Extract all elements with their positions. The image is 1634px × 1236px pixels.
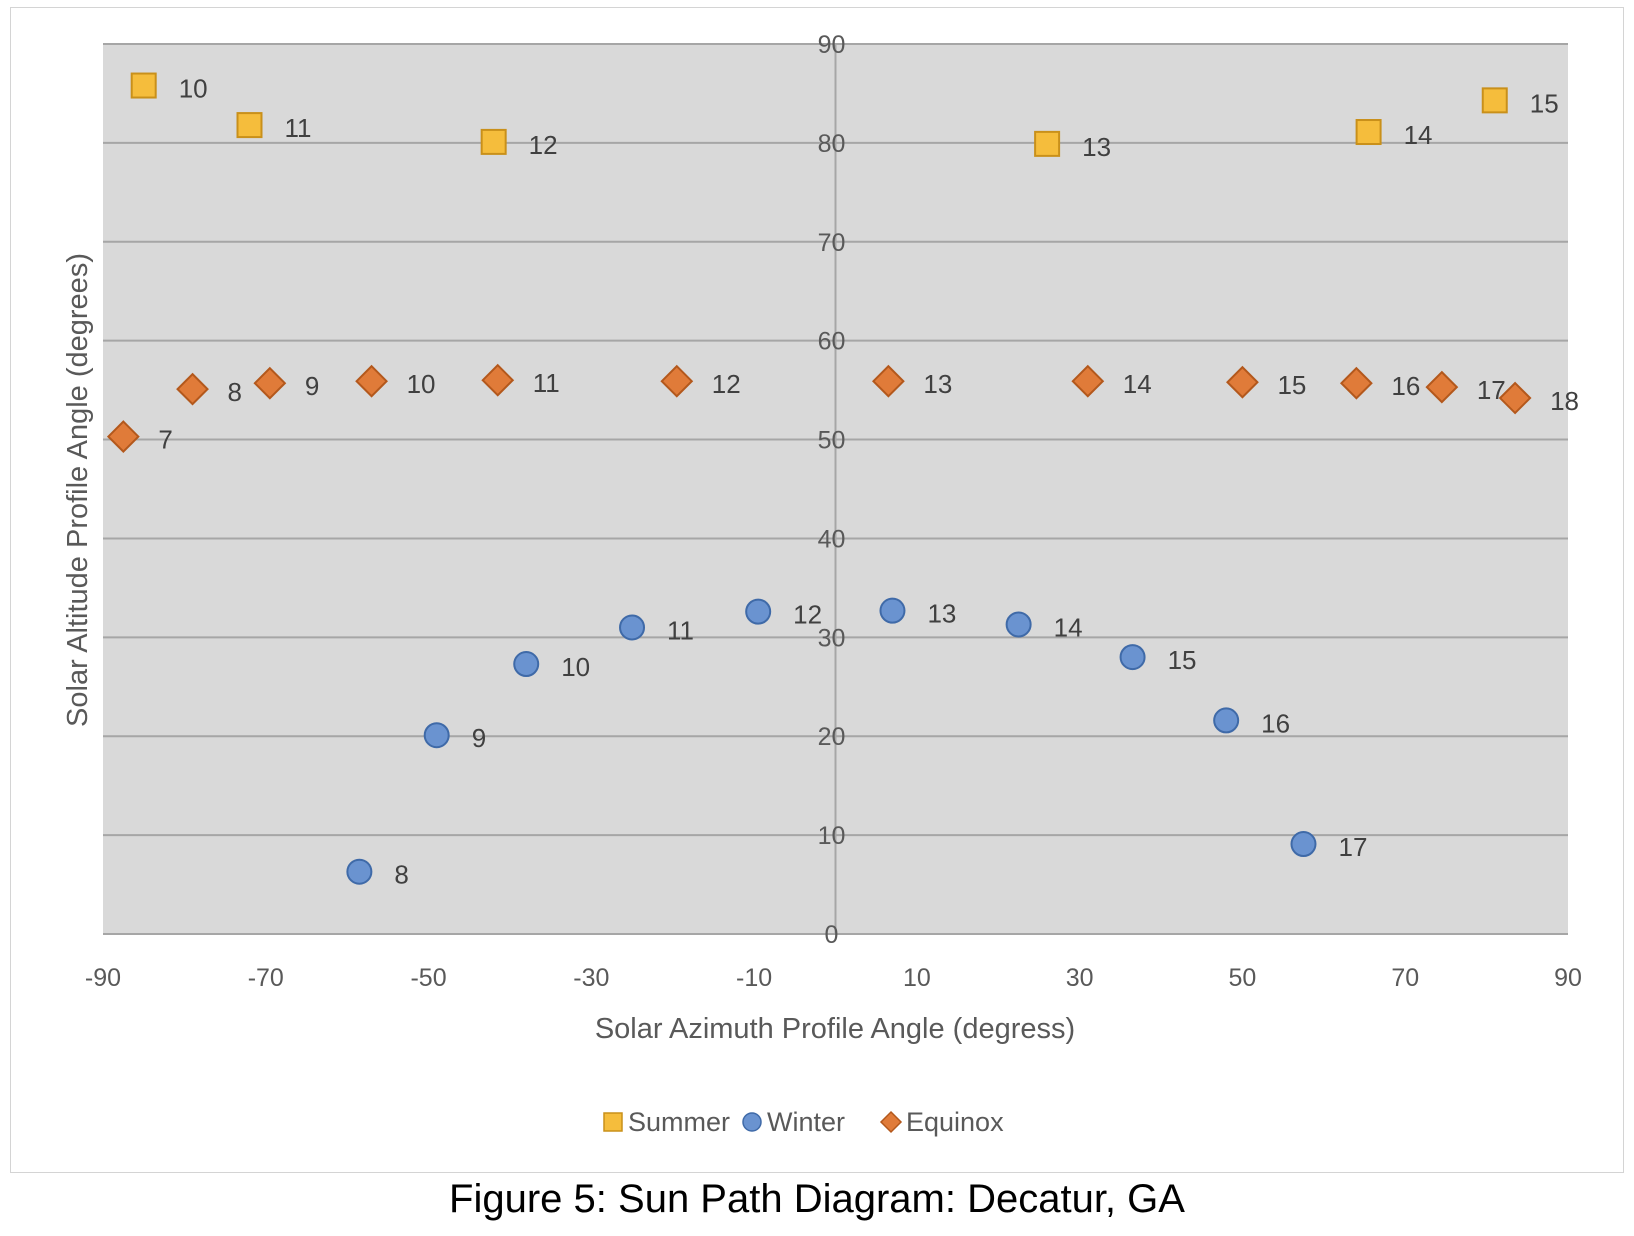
equinox-point-label: 11 xyxy=(533,368,560,398)
equinox-point xyxy=(253,366,287,400)
legend-summer-marker xyxy=(603,1112,623,1132)
winter-point xyxy=(346,858,373,885)
equinox-point xyxy=(355,364,388,398)
winter-point-label: 17 xyxy=(1338,832,1367,862)
equinox-point-label: 15 xyxy=(1277,370,1306,400)
equinox-point-label: 8 xyxy=(228,377,242,407)
y-tick-label: 0 xyxy=(825,921,839,949)
x-tick-label: -10 xyxy=(736,964,772,992)
y-axis-title: Solar Altitude Profile Angle (degrees) xyxy=(62,253,94,727)
equinox-point xyxy=(1071,364,1105,398)
equinox-point-label: 10 xyxy=(407,369,436,399)
y-tick-label: 30 xyxy=(818,624,846,652)
winter-point-label: 15 xyxy=(1168,645,1197,675)
summer-point-label: 15 xyxy=(1530,88,1559,118)
equinox-point-label: 9 xyxy=(305,371,319,401)
winter-point xyxy=(1119,644,1146,671)
winter-point xyxy=(1213,707,1240,734)
x-tick-label: 70 xyxy=(1391,964,1419,992)
winter-point-label: 8 xyxy=(394,860,408,890)
data-points xyxy=(106,72,1532,885)
equinox-point-label: 18 xyxy=(1550,386,1579,416)
summer-point-label: 14 xyxy=(1404,120,1433,150)
equinox-point xyxy=(660,364,694,398)
figure-caption: Figure 5: Sun Path Diagram: Decatur, GA xyxy=(449,1177,1185,1221)
x-tick-label: 10 xyxy=(903,964,931,992)
x-tick-label: -90 xyxy=(85,964,121,992)
y-tick-labels: 0 10 20 30 40 50 60 70 80 90 xyxy=(818,31,846,949)
equinox-point xyxy=(1425,370,1459,404)
equinox-point-label: 17 xyxy=(1477,375,1506,405)
summer-point xyxy=(1034,130,1061,157)
winter-point-label: 14 xyxy=(1054,612,1083,642)
summer-point xyxy=(130,72,157,99)
winter-point xyxy=(1290,831,1317,858)
winter-point-label: 12 xyxy=(793,600,822,630)
equinox-point-label: 16 xyxy=(1391,371,1420,401)
equinox-point-label: 13 xyxy=(923,369,952,399)
x-tick-label: -50 xyxy=(410,964,446,992)
winter-point xyxy=(619,614,646,641)
equinox-point xyxy=(1498,381,1532,415)
summer-point-label: 10 xyxy=(179,74,208,104)
winter-point-label: 13 xyxy=(927,599,956,629)
summer-point xyxy=(1355,119,1382,146)
winter-point-label: 10 xyxy=(561,652,590,682)
legend-item-equinox: Equinox xyxy=(879,1107,1004,1137)
summer-point-label: 12 xyxy=(529,130,558,160)
y-tick-label: 50 xyxy=(818,427,846,455)
y-tick-label: 20 xyxy=(818,723,846,751)
equinox-point xyxy=(106,420,140,454)
x-tick-label: 90 xyxy=(1554,964,1582,992)
winter-point-label: 9 xyxy=(472,723,486,753)
legend-item-winter: Winter xyxy=(742,1107,845,1137)
y-tick-label: 10 xyxy=(818,822,846,850)
y-tick-label: 60 xyxy=(818,328,846,356)
winter-point xyxy=(745,598,772,625)
summer-point xyxy=(1481,87,1508,114)
legend-winter-label: Winter xyxy=(767,1107,845,1137)
equinox-point xyxy=(1226,365,1259,399)
winter-point-label: 16 xyxy=(1261,708,1290,738)
winter-point xyxy=(1005,611,1032,638)
equinox-point-label: 7 xyxy=(158,425,172,455)
x-tick-labels: -90 -70 -50 -30 -10 10 30 50 70 90 xyxy=(85,964,1582,992)
x-tick-label: -70 xyxy=(248,964,284,992)
legend-winter-marker xyxy=(742,1112,762,1132)
equinox-point xyxy=(1339,366,1373,400)
x-tick-label: -30 xyxy=(573,964,609,992)
axes xyxy=(103,44,1568,935)
legend-equinox-label: Equinox xyxy=(906,1107,1004,1137)
equinox-point-label: 12 xyxy=(712,369,741,399)
summer-point xyxy=(480,128,507,155)
legend: Summer Winter Equinox xyxy=(603,1107,1004,1137)
winter-point xyxy=(879,597,906,624)
x-tick-label: 50 xyxy=(1229,964,1257,992)
data-labels: 10 11 12 13 14 15 8 9 10 11 12 13 14 15 16 17 7 8 9 10 11 12 1… xyxy=(158,74,1579,890)
equinox-point xyxy=(871,364,905,398)
equinox-point xyxy=(481,363,515,397)
winter-point xyxy=(513,651,540,678)
y-tick-label: 90 xyxy=(818,31,846,59)
legend-summer-label: Summer xyxy=(628,1107,730,1137)
summer-point xyxy=(236,112,263,139)
winter-point xyxy=(423,722,450,749)
y-tick-label: 40 xyxy=(818,525,846,553)
legend-item-summer: Summer xyxy=(603,1107,730,1137)
equinox-point xyxy=(176,372,209,406)
winter-point-label: 11 xyxy=(667,615,694,645)
equinox-point-label: 14 xyxy=(1123,369,1152,399)
summer-point-label: 13 xyxy=(1082,132,1111,162)
x-tick-label: 30 xyxy=(1066,964,1094,992)
legend-equinox-marker xyxy=(879,1110,903,1134)
summer-point-label: 11 xyxy=(285,113,312,143)
y-tick-label: 70 xyxy=(818,229,846,257)
y-tick-label: 80 xyxy=(818,130,846,158)
x-axis-title: Solar Azimuth Profile Angle (degress) xyxy=(595,1013,1075,1045)
